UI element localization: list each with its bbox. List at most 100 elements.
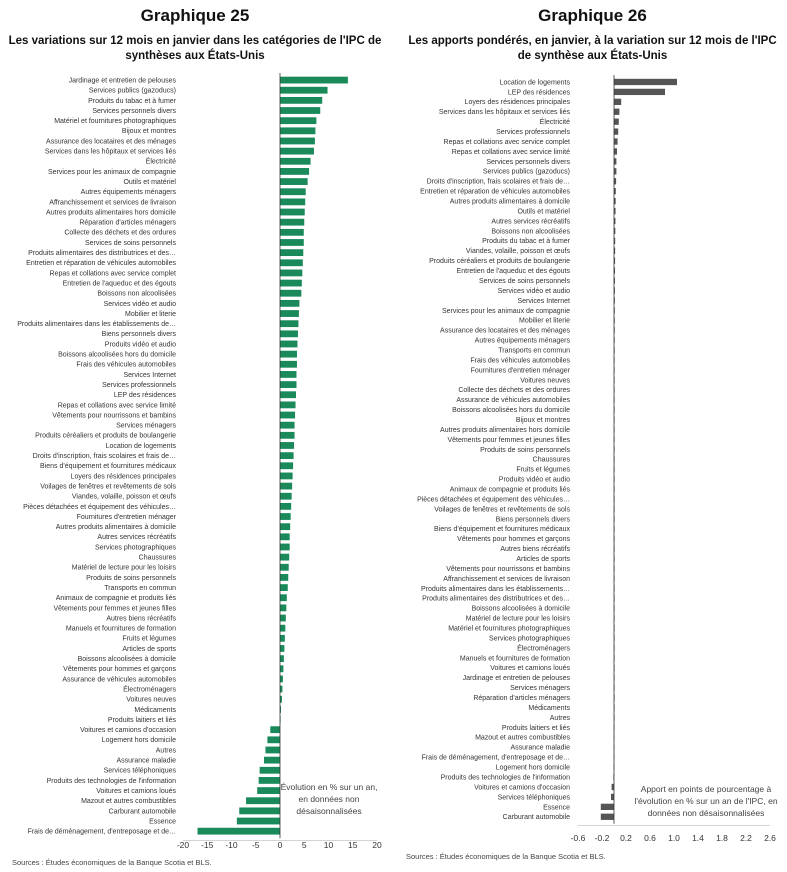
category-label: Biens personnels divers [496, 516, 571, 523]
bar [280, 76, 348, 84]
category-label: Boissons alcoolisées hors du domicile [452, 407, 570, 414]
bar [280, 117, 317, 125]
category-label: Transports en commun [104, 585, 176, 592]
bar [280, 604, 287, 612]
x-tick-label: 10 [324, 840, 334, 850]
category-label: Services de soins personnels [85, 240, 177, 247]
category-label: Manuels et fournitures de formation [66, 626, 176, 633]
category-label: Réparation d'articles ménagers [79, 220, 176, 227]
x-tick-label: -20 [177, 840, 190, 850]
bar [280, 624, 286, 632]
chart-title: Graphique 26 [538, 6, 647, 25]
bar [280, 198, 306, 206]
bar [280, 431, 295, 439]
category-label: Voilages de fenêtres et revêtements de s… [434, 506, 570, 513]
bar [280, 685, 283, 693]
bar [614, 178, 617, 185]
category-label: Produits de soins personnels [86, 575, 176, 582]
category-label: Autres services récréatifs [97, 534, 176, 541]
category-label: Médicaments [528, 705, 570, 712]
bar [280, 137, 315, 145]
x-tick-label: 20 [372, 840, 382, 850]
category-label: Produits céréaliers et produits de boula… [429, 258, 570, 265]
bar [280, 107, 321, 114]
category-label: Produits du tabac et à fumer [88, 98, 177, 105]
bar [614, 158, 617, 165]
bar [280, 279, 302, 287]
category-label: Assurance des locataires et des ménages [440, 328, 570, 335]
category-label: Autres [550, 715, 571, 722]
bar [280, 594, 287, 602]
category-label: Services dans les hôpitaux et services l… [439, 109, 571, 116]
bar [280, 86, 328, 94]
category-label: Produits vidéo et audio [105, 341, 176, 348]
category-label: Vêtements pour hommes et garçons [63, 666, 176, 673]
category-label: Produits alimentaires des distributrices… [422, 596, 570, 603]
category-label: Autres services récréatifs [491, 218, 570, 225]
category-label: Matériel et fournitures photographiques [54, 118, 176, 125]
category-label: Articles de sports [122, 646, 176, 653]
category-label: Essence [543, 804, 570, 811]
category-label: Produits laitiers et liés [108, 717, 177, 724]
bar [280, 614, 286, 622]
bar [280, 563, 289, 571]
bar [614, 257, 616, 264]
bar [614, 88, 665, 96]
bar [280, 350, 297, 358]
bar [614, 297, 615, 304]
category-label: Logement hors domicile [496, 765, 570, 772]
category-label: Entretien et réparation de véhicules aut… [26, 260, 176, 267]
category-label: Services Internet [123, 372, 176, 379]
category-label: Mobilier et literie [519, 318, 570, 325]
bar [280, 299, 300, 307]
bar [280, 249, 304, 257]
bar [614, 78, 677, 86]
bar [614, 247, 616, 254]
bar [280, 411, 296, 419]
category-label: Vêtements pour femmes et jeunes filles [53, 605, 176, 612]
bar [614, 148, 617, 155]
category-label: Électricité [146, 157, 176, 166]
category-label: Vêtements pour hommes et garçons [457, 536, 570, 543]
chart-source: Sources : Études économiques de la Banqu… [12, 858, 212, 867]
chart-subtitle: Les variations sur 12 mois en janvier da… [8, 35, 382, 62]
x-tick-label: 5 [302, 840, 307, 850]
category-label: Frais des véhicules automobiles [470, 357, 570, 364]
category-label: Loyers des résidences principales [71, 473, 177, 480]
chart-annotation: Évolution en % sur un an, en données non… [280, 782, 378, 816]
category-label: Médicaments [134, 707, 176, 714]
bar [280, 320, 299, 328]
bar [614, 237, 616, 244]
category-label: Animaux de compagnie et produits liés [450, 486, 571, 493]
bar [280, 330, 298, 338]
category-label: Voilages de fenêtres et revêtements de s… [40, 483, 176, 490]
category-label: Voitures et camions loués [490, 665, 570, 672]
bar [611, 783, 614, 791]
bar [280, 645, 285, 652]
bar [614, 98, 622, 105]
x-tick-label: -5 [252, 840, 260, 850]
category-label: Collecte des déchets et des ordures [64, 230, 176, 237]
bar [270, 726, 280, 734]
category-label: Articles de sports [516, 556, 570, 563]
category-label: Services Internet [517, 298, 570, 305]
bar [280, 218, 305, 226]
bar [280, 208, 305, 216]
category-label: Carburant automobile [109, 808, 176, 815]
category-label: Repas et collations avec service complet [444, 139, 571, 146]
category-label: Produits alimentaires dans les établisse… [421, 586, 570, 593]
category-label: Produits vidéo et audio [499, 477, 570, 484]
category-label: Biens d'équipement et fournitures médica… [434, 526, 570, 533]
category-label: Assurance de véhicules automobiles [456, 397, 570, 404]
chart-panel-25: Graphique 25 Les variations sur 12 mois … [0, 0, 390, 872]
category-label: Animaux de compagnie et produits liés [56, 595, 177, 602]
bar [280, 168, 310, 175]
category-label: Produits alimentaires dans les établisse… [17, 321, 176, 328]
bar [257, 787, 280, 794]
category-label: Autres [156, 747, 177, 754]
bar [280, 502, 292, 510]
category-label: Matériel de lecture pour les loisirs [466, 616, 571, 623]
category-label: Produits de soins personnels [480, 447, 570, 454]
category-label: Boissons alcoolisées hors du domicile [58, 352, 176, 359]
x-tick-label: 0.6 [644, 833, 656, 843]
